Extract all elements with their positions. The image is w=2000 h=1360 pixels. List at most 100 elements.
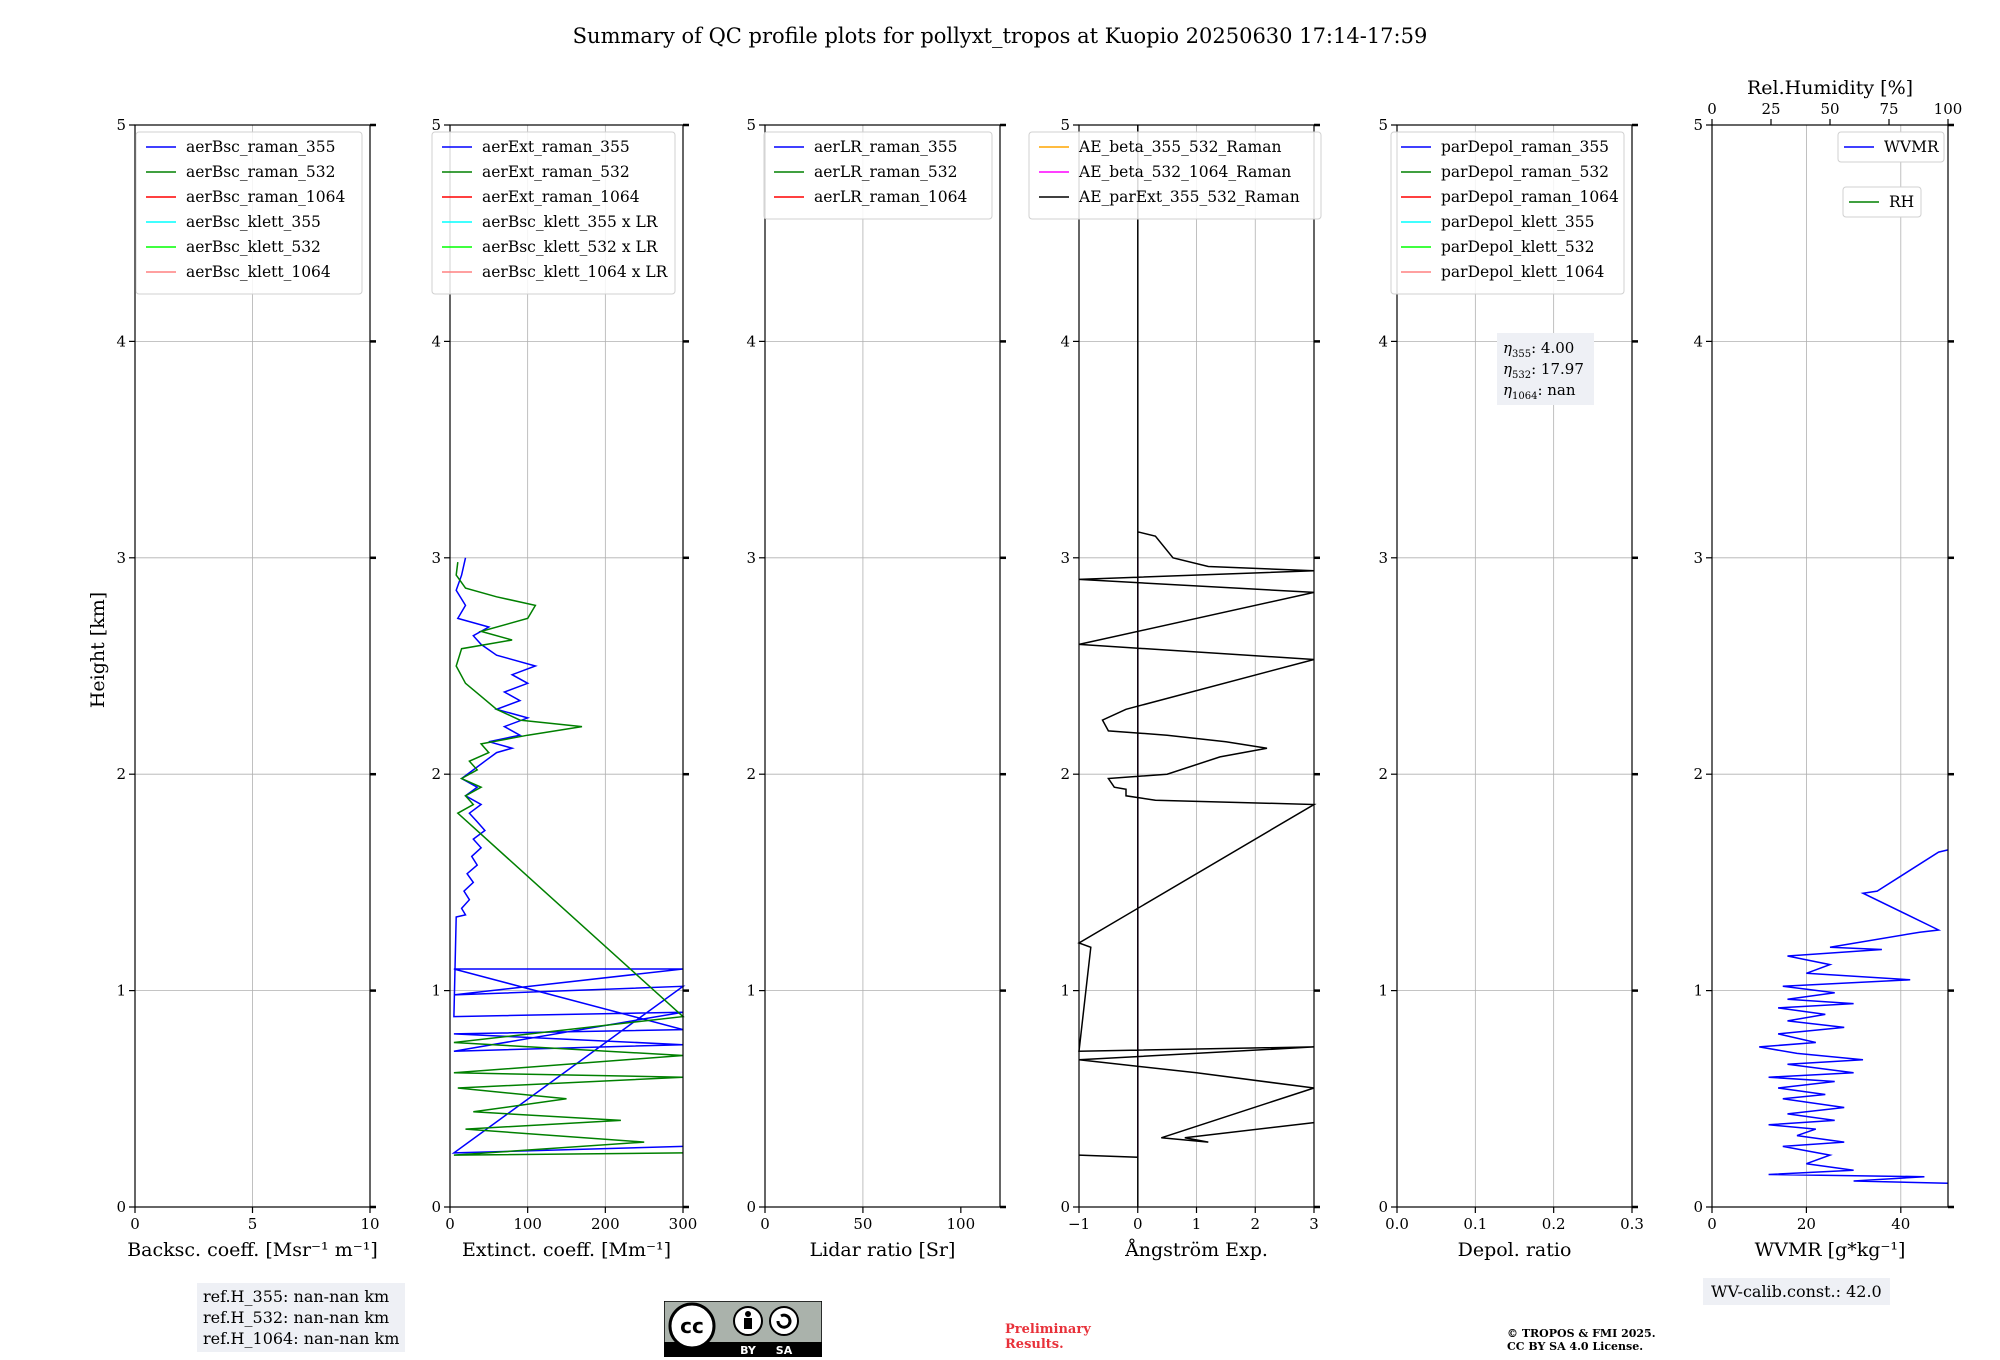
ref-height-1064: ref.H_1064: nan-nan km bbox=[203, 1329, 400, 1348]
axes-frame bbox=[764, 124, 1001, 1208]
legend: AE_beta_355_532_Raman AE_beta_532_1064_Ra… bbox=[1028, 131, 1322, 220]
legend-label: aerBsc_klett_355 bbox=[186, 213, 321, 231]
eta-box bbox=[1497, 333, 1594, 405]
y-tick-label: 0 bbox=[1060, 1198, 1070, 1216]
legend-label: aerLR_raman_532 bbox=[814, 163, 957, 181]
preliminary-line-1: Preliminary bbox=[1005, 1322, 1091, 1337]
x-tick-label: 5 bbox=[248, 1215, 258, 1233]
x-tick-label: 300 bbox=[669, 1215, 698, 1233]
panel-5: 0 1 2 3 4 5 0.0 0.1 0.2 0.3 Depol. ratio parDepol_r… bbox=[1378, 116, 1643, 1261]
y-tick-label: 2 bbox=[1060, 765, 1070, 783]
x-tick-label: 0.2 bbox=[1542, 1215, 1566, 1233]
top-x-tick-label: 0 bbox=[1707, 100, 1717, 118]
y-tick-label: 5 bbox=[116, 116, 126, 134]
legend-label: aerExt_raman_355 bbox=[482, 138, 630, 156]
y-tick-label: 4 bbox=[1693, 332, 1703, 350]
legend-box bbox=[763, 131, 993, 220]
x-axis-label: Depol. ratio bbox=[1458, 1239, 1572, 1261]
series-line bbox=[453, 562, 685, 1156]
x-tick-label: 40 bbox=[1891, 1215, 1910, 1233]
legend-box bbox=[1390, 131, 1625, 295]
y-axis-label: Height [km] bbox=[87, 592, 109, 708]
cc-sa-label: SA bbox=[776, 1344, 793, 1357]
y-tick-label: 0 bbox=[746, 1198, 756, 1216]
y-tick-label: 5 bbox=[1060, 116, 1070, 134]
y-tick-label: 1 bbox=[746, 982, 756, 1000]
y-tick-label: 0 bbox=[116, 1198, 126, 1216]
top-x-tick-label: 100 bbox=[1934, 100, 1963, 118]
x-tick-label: 3 bbox=[1309, 1215, 1319, 1233]
copyright-notice: © TROPOS & FMI 2025. CC BY SA 4.0 Licens… bbox=[1507, 1327, 1656, 1353]
y-tick-label: 3 bbox=[746, 549, 756, 567]
legend-label: parDepol_raman_355 bbox=[1441, 138, 1609, 156]
ref-height-532: ref.H_532: nan-nan km bbox=[203, 1308, 390, 1327]
top-x-tick-label: 25 bbox=[1761, 100, 1780, 118]
legend-label: parDepol_klett_1064 bbox=[1441, 263, 1604, 281]
y-tick-label: 0 bbox=[1693, 1198, 1703, 1216]
x-tick-label: −1 bbox=[1068, 1215, 1090, 1233]
legend-label: RH bbox=[1889, 193, 1914, 211]
top-x-tick-label: 50 bbox=[1820, 100, 1839, 118]
legend: aerExt_raman_355 aerExt_raman_532 aerExt_r… bbox=[431, 131, 676, 295]
legend-box bbox=[1028, 131, 1322, 220]
y-tick-label: 2 bbox=[1693, 765, 1703, 783]
y-tick-label: 4 bbox=[1378, 332, 1388, 350]
x-tick-label: 20 bbox=[1797, 1215, 1816, 1233]
reference-height-box: ref.H_355: nan-nan km ref.H_532: nan-nan… bbox=[197, 1283, 406, 1352]
preliminary-notice: Preliminary Results. bbox=[1005, 1322, 1091, 1352]
legend-label: AE_parExt_355_532_Raman bbox=[1078, 188, 1300, 206]
legend-label: WVMR bbox=[1884, 138, 1940, 156]
x-axis-label: Ångström Exp. bbox=[1124, 1239, 1268, 1261]
series-line bbox=[451, 557, 686, 1154]
legend-label: AE_beta_355_532_Raman bbox=[1078, 138, 1281, 156]
legend-label: aerBsc_klett_1064 bbox=[186, 263, 331, 281]
legend-label: parDepol_raman_1064 bbox=[1441, 188, 1619, 206]
x-axis-label: Extinct. coeff. [Mm⁻¹] bbox=[462, 1239, 671, 1261]
y-tick-label: 4 bbox=[746, 332, 756, 350]
legend: RH bbox=[1842, 186, 1922, 218]
y-tick-label: 1 bbox=[1693, 982, 1703, 1000]
x-tick-label: 0 bbox=[1133, 1215, 1143, 1233]
legend: aerBsc_raman_355 aerBsc_raman_532 aerBsc_r… bbox=[135, 131, 363, 295]
legend-label: AE_beta_532_1064_Raman bbox=[1078, 163, 1291, 181]
x-tick-label: 0 bbox=[130, 1215, 140, 1233]
x-tick-label: 100 bbox=[947, 1215, 976, 1233]
series-line bbox=[1077, 125, 1317, 1207]
x-axis-label: Backsc. coeff. [Msr⁻¹ m⁻¹] bbox=[127, 1239, 378, 1261]
y-tick-label: 3 bbox=[1060, 549, 1070, 567]
legend-box bbox=[135, 131, 363, 295]
legend-box bbox=[1837, 131, 1945, 163]
x-tick-label: 0.1 bbox=[1463, 1215, 1487, 1233]
legend-label: aerBsc_klett_532 bbox=[186, 238, 321, 256]
axes-frame bbox=[1396, 124, 1633, 1208]
y-tick-label: 2 bbox=[1378, 765, 1388, 783]
y-tick-label: 2 bbox=[746, 765, 756, 783]
ref-height-355: ref.H_355: nan-nan km bbox=[203, 1287, 390, 1306]
y-tick-label: 3 bbox=[1378, 549, 1388, 567]
copyright-line-1: © TROPOS & FMI 2025. bbox=[1507, 1327, 1656, 1340]
y-tick-label: 1 bbox=[1378, 982, 1388, 1000]
y-tick-label: 4 bbox=[431, 332, 441, 350]
cc-by-label: BY bbox=[740, 1344, 757, 1357]
legend-label: aerExt_raman_1064 bbox=[482, 188, 640, 206]
x-axis-label: Lidar ratio [Sr] bbox=[810, 1239, 956, 1261]
legend-label: aerBsc_klett_355 x LR bbox=[482, 213, 659, 231]
y-tick-label: 2 bbox=[431, 765, 441, 783]
top-x-axis-label: Rel.Humidity [%] bbox=[1747, 77, 1913, 99]
x-tick-label: 1 bbox=[1192, 1215, 1202, 1233]
y-tick-label: 1 bbox=[431, 982, 441, 1000]
legend-label: aerLR_raman_1064 bbox=[814, 188, 967, 206]
wv-calibration-box: WV-calib.const.: 42.0 bbox=[1703, 1278, 1890, 1305]
figure-title: Summary of QC profile plots for pollyxt_… bbox=[573, 24, 1428, 48]
x-tick-label: 10 bbox=[360, 1215, 379, 1233]
legend-label: aerExt_raman_532 bbox=[482, 163, 630, 181]
panel-1: 0 1 2 3 4 5 0 5 10 Backsc. coeff. [Msr⁻¹ m⁻¹] aerB… bbox=[116, 116, 379, 1261]
y-tick-label: 0 bbox=[431, 1198, 441, 1216]
y-tick-label: 5 bbox=[431, 116, 441, 134]
x-tick-label: 2 bbox=[1250, 1215, 1260, 1233]
y-tick-label: 1 bbox=[1060, 982, 1070, 1000]
